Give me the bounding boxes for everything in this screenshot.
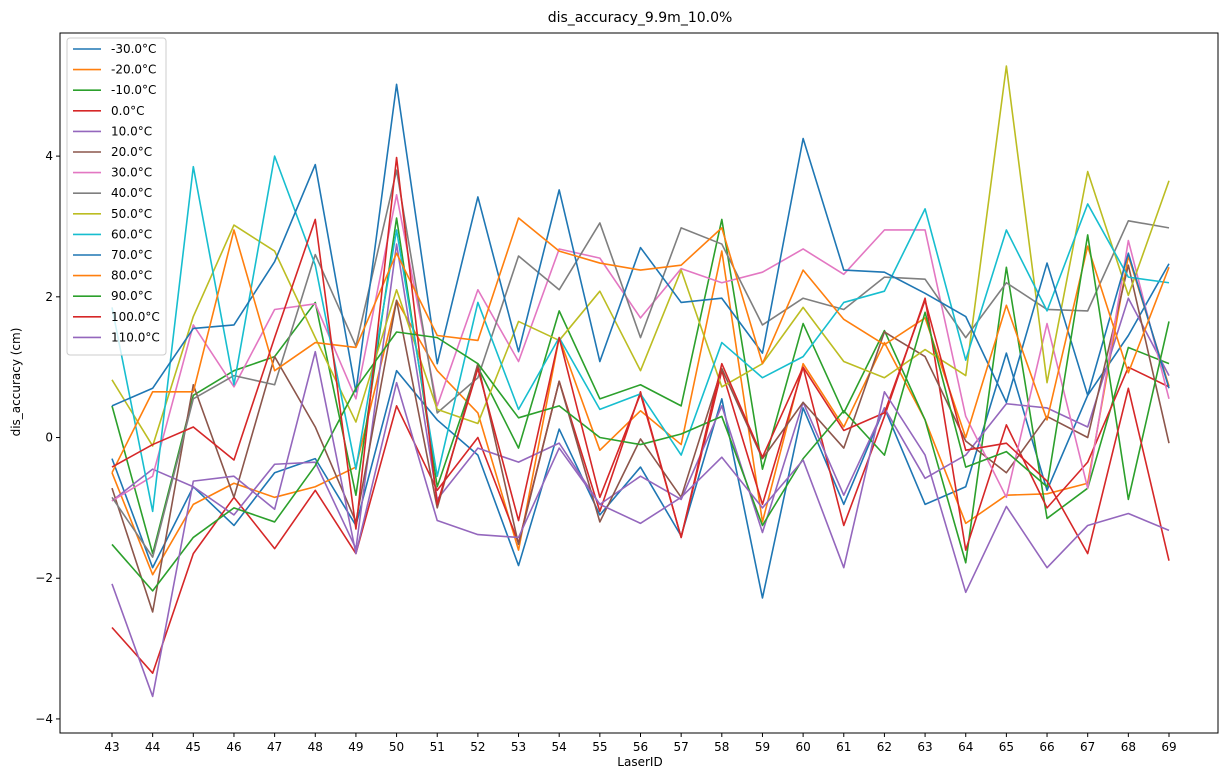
legend-entry: 20.0°C xyxy=(111,145,152,159)
legend-entry: 110.0°C xyxy=(111,330,160,344)
legend-entry: 100.0°C xyxy=(111,310,160,324)
legend-entry: 30.0°C xyxy=(111,166,152,180)
y-tick-label: −2 xyxy=(35,571,53,585)
y-tick-label: 4 xyxy=(45,149,53,163)
x-tick-label: 47 xyxy=(267,740,282,754)
x-tick-label: 49 xyxy=(348,740,363,754)
x-tick-label: 55 xyxy=(592,740,607,754)
x-tick-label: 51 xyxy=(430,740,445,754)
legend-entry: 0.0°C xyxy=(111,104,144,118)
legend-entry: 60.0°C xyxy=(111,227,152,241)
x-tick-label: 44 xyxy=(145,740,160,754)
legend-entry: 80.0°C xyxy=(111,269,152,283)
x-tick-label: 48 xyxy=(308,740,323,754)
x-tick-label: 54 xyxy=(552,740,567,754)
legend-entry: 70.0°C xyxy=(111,248,152,262)
series-line-12 xyxy=(111,234,1170,592)
x-tick-label: 68 xyxy=(1121,740,1136,754)
series-line-2 xyxy=(111,217,1170,564)
x-tick-label: 50 xyxy=(389,740,404,754)
series-line-14 xyxy=(111,350,1170,698)
chart-title: dis_accuracy_9.9m_10.0% xyxy=(548,10,733,26)
x-tick-label: 45 xyxy=(186,740,201,754)
series-line-8 xyxy=(111,65,1170,447)
x-tick-label: 53 xyxy=(511,740,526,754)
x-tick-label: 66 xyxy=(1039,740,1054,754)
y-tick-label: 0 xyxy=(45,431,53,445)
legend-entry: -10.0°C xyxy=(111,83,156,97)
series-line-0 xyxy=(111,263,1170,599)
series-line-13 xyxy=(111,156,1170,561)
x-tick-label: 46 xyxy=(226,740,241,754)
series-line-4 xyxy=(111,243,1170,550)
x-tick-label: 57 xyxy=(674,740,689,754)
y-tick-label: 2 xyxy=(45,290,53,304)
x-tick-label: 67 xyxy=(1080,740,1095,754)
x-tick-label: 58 xyxy=(714,740,729,754)
x-tick-label: 63 xyxy=(917,740,932,754)
plot-frame xyxy=(59,32,1219,734)
series-line-11 xyxy=(111,217,1170,474)
x-tick-label: 61 xyxy=(836,740,851,754)
x-tick-label: 52 xyxy=(470,740,485,754)
series-line-5 xyxy=(111,264,1170,613)
x-tick-label: 65 xyxy=(999,740,1014,754)
legend-entry: -20.0°C xyxy=(111,63,156,77)
series-line-9 xyxy=(111,155,1170,513)
x-tick-label: 56 xyxy=(633,740,648,754)
series-line-6 xyxy=(111,194,1170,502)
x-axis-label: LaserID xyxy=(617,755,662,769)
series-line-1 xyxy=(111,250,1170,576)
legend-entry: 90.0°C xyxy=(111,289,152,303)
y-axis-label: dis_accuracy (cm) xyxy=(9,328,23,437)
x-tick-label: 64 xyxy=(958,740,973,754)
x-tick-label: 43 xyxy=(104,740,119,754)
legend-entry: -30.0°C xyxy=(111,42,156,56)
legend-entry: 10.0°C xyxy=(111,124,152,138)
y-tick-label: −4 xyxy=(35,712,53,726)
x-tick-label: 60 xyxy=(795,740,810,754)
legend-entry: 40.0°C xyxy=(111,186,152,200)
x-tick-label: 69 xyxy=(1161,740,1176,754)
plot-area: 43 44 45 46 47 48 49 50 51 52 53 54 55 56 57 58 59 60 61 62… xyxy=(35,32,1219,754)
series-line-10 xyxy=(111,83,1170,407)
x-tick-label: 59 xyxy=(755,740,770,754)
series-line-7 xyxy=(111,169,1170,558)
series-line-3 xyxy=(111,297,1170,675)
x-tick-label: 62 xyxy=(877,740,892,754)
legend: -30.0°C -20.0°C -10.0°C 0.0°C 10.0°C 20.0°C 30… xyxy=(66,37,167,356)
legend-entry: 50.0°C xyxy=(111,207,152,221)
